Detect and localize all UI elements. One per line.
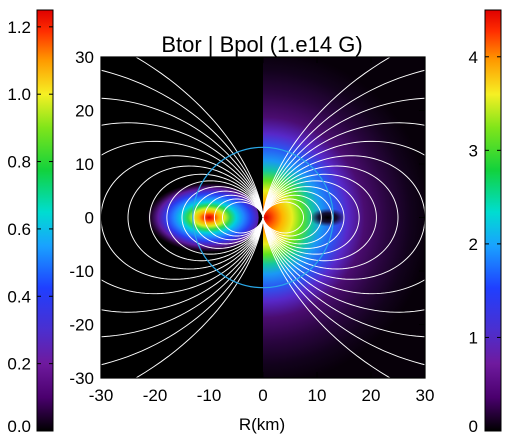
colorbar-tick-label: 1 xyxy=(469,328,478,347)
left-colorbar-bar xyxy=(36,9,54,432)
colorbar-tick-label: 0.0 xyxy=(7,417,31,436)
chart-title: Btor | Bpol (1.e14 G) xyxy=(161,32,362,57)
field-line xyxy=(262,173,377,262)
btor-heatmap-lobe xyxy=(122,178,259,257)
colorbar-tick-label: 2 xyxy=(469,235,478,254)
field-line xyxy=(262,180,360,255)
right-colorbar-bar xyxy=(484,9,502,432)
field-line xyxy=(134,57,264,378)
bpol-null-point xyxy=(309,208,347,227)
y-tick-label: 10 xyxy=(75,155,94,174)
colorbar-tick-label: 0.8 xyxy=(7,153,31,172)
left-colorbar: 0.0 0.2 0.4 0.6 0.8 1.0 1.2 xyxy=(7,9,54,436)
field-line xyxy=(262,165,399,270)
field-line xyxy=(166,180,264,255)
field-line xyxy=(101,97,264,338)
field-line xyxy=(101,140,264,295)
x-tick-label: -10 xyxy=(197,386,222,405)
star-surface xyxy=(192,146,334,289)
colorbar-tick-label: 0.2 xyxy=(7,355,31,374)
right-colorbar: 0 1 2 3 4 xyxy=(469,9,502,436)
x-tick-label: 0 xyxy=(258,386,267,405)
field-line xyxy=(193,190,264,245)
x-tick-label: 30 xyxy=(416,386,435,405)
colorbar-tick-label: 1.2 xyxy=(7,18,31,37)
field-line xyxy=(262,140,425,295)
field-line xyxy=(262,190,333,245)
y-tick-label: -30 xyxy=(69,369,94,388)
field-line xyxy=(213,198,264,237)
field-line xyxy=(262,155,425,280)
field-line xyxy=(204,194,264,241)
field-line xyxy=(149,173,264,262)
x-tick-label: 10 xyxy=(308,386,327,405)
y-tick-label: 20 xyxy=(75,102,94,121)
field-line xyxy=(262,69,425,366)
colorbar-tick-label: 1.0 xyxy=(7,85,31,104)
field-line xyxy=(262,97,425,338)
x-tick-label: -20 xyxy=(143,386,168,405)
y-tick-label: -20 xyxy=(69,316,94,335)
colorbar-tick-label: 0 xyxy=(469,417,478,436)
colorbar-tick-label: 4 xyxy=(469,48,478,67)
field-line xyxy=(127,165,264,270)
field-line xyxy=(262,201,304,234)
plot-area: -30 -20 -10 0 10 20 30 -30 -20 -10 0 10 20 30 xyxy=(69,48,435,405)
y-tick-label: -10 xyxy=(69,262,94,281)
y-tick-label: 0 xyxy=(85,209,94,228)
field-line xyxy=(262,122,425,313)
field-line xyxy=(262,194,322,241)
x-axis-label: R(km) xyxy=(239,415,285,434)
x-tick-label: 20 xyxy=(362,386,381,405)
x-tick-label: -30 xyxy=(89,386,114,405)
field-line xyxy=(262,57,392,378)
field-line xyxy=(262,186,345,249)
field-line xyxy=(181,186,264,249)
field-line xyxy=(222,201,264,234)
colorbar-tick-label: 3 xyxy=(469,141,478,160)
field-line xyxy=(101,155,264,280)
colorbar-tick-label: 0.4 xyxy=(7,287,31,306)
field-line xyxy=(101,69,264,366)
field-line xyxy=(262,198,313,237)
y-tick-label: 30 xyxy=(75,48,94,67)
colorbar-tick-label: 0.6 xyxy=(7,220,31,239)
field-line xyxy=(101,122,264,313)
field-lines xyxy=(101,57,425,378)
